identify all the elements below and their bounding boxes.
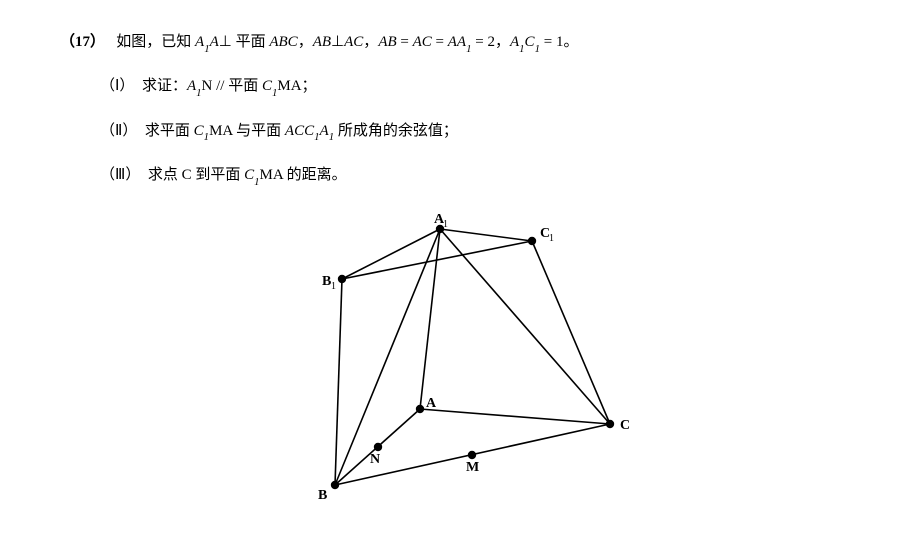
sym-A2: A [210,34,219,50]
eq1: = [397,34,413,50]
p1-a: 求证： [142,78,187,94]
edge-A1-C1 [440,229,532,241]
eq4: = [540,34,556,50]
stem-mid3: ⊥ [331,34,344,50]
p1-sub2: 1 [272,87,277,99]
part-2: （Ⅱ） 求平面 C1MA 与平面 ACC1A1 所成角的余弦值； [60,119,843,145]
edge-B1-B [335,279,342,485]
p2-mid: ACC [285,123,314,139]
sym-eqsub3: 1 [535,43,540,55]
sym-A: A [195,34,204,50]
edge-A1-B [335,229,440,485]
edge-C1-C [532,241,610,424]
label-A: A [426,396,437,411]
stem-mid2: ， [298,34,313,50]
p2-num: （Ⅱ） [100,123,137,139]
p1-b: N // 平面 [202,78,262,94]
sym-sub1: 1 [204,43,209,55]
p2-c: 所成角的余弦值； [334,123,458,139]
point-C [606,420,614,428]
sym-AB: AB [313,34,331,50]
label-B1: B [322,274,331,289]
period: 。 [563,34,578,50]
p2-sub2: 1 [314,131,319,143]
point-N [374,443,382,451]
sym-eq4: A [510,34,519,50]
edge-A1-A [420,229,440,409]
sym-AC: AC [344,34,363,50]
sym-eq1: AB [378,34,396,50]
sym-ABC: ABC [269,34,297,50]
val1: 2 [487,34,495,50]
p3-a: 求点 C 到平面 [148,167,244,183]
p3-C: C [244,167,254,183]
sym-eq2: AC [413,34,432,50]
p3-sub: 1 [254,176,259,188]
edge-A1-B1 [342,229,440,279]
part-1: （Ⅰ） 求证：A1N // 平面 C1MA； [60,74,843,100]
problem-stem: （17） 如图，已知 A1A⊥ 平面 ABC，AB⊥AC，AB = AC = A… [60,30,843,56]
eq2: = [432,34,448,50]
comma: ， [495,34,510,50]
p2-C: C [194,123,204,139]
p3-b: MA 的距离。 [260,167,347,183]
point-B1 [338,275,346,283]
p1-A: A [187,78,196,94]
label-C: C [620,418,630,433]
label-A1-sub: 1 [443,219,448,230]
stem-text: 如图，已知 [116,34,195,50]
geometry-figure: ABCNMA1B1C1 [230,207,843,507]
point-M [468,451,476,459]
sym-eq3: AA [448,34,466,50]
label-N: N [370,452,380,467]
p1-C: C [262,78,272,94]
problem-number: （17） [60,34,105,50]
p1-num: （Ⅰ） [100,78,134,94]
p2-sub: 1 [204,131,209,143]
figure-svg: ABCNMA1B1C1 [230,207,660,507]
part-3: （Ⅲ） 求点 C 到平面 C1MA 的距离。 [60,163,843,189]
label-B1-sub: 1 [331,281,336,292]
edge-A1-C [440,229,610,424]
point-B [331,481,339,489]
sym-eq5: C [525,34,535,50]
p2-A: A [320,123,329,139]
p2-b: MA 与平面 [209,123,285,139]
point-A [416,405,424,413]
p2-sub3: 1 [329,131,334,143]
p1-sub: 1 [196,87,201,99]
stem-mid1: ⊥ 平面 [219,34,270,50]
stem-mid4: ， [363,34,378,50]
label-M: M [466,460,479,475]
sym-eqsub2: 1 [519,43,524,55]
p3-num: （Ⅲ） [100,167,140,183]
p1-c: MA； [277,78,316,94]
eq3: = [471,34,487,50]
label-B: B [318,488,327,503]
point-C1 [528,237,536,245]
edge-A-C [420,409,610,424]
p2-a: 求平面 [145,123,194,139]
sym-eqsub: 1 [466,43,471,55]
label-C1-sub: 1 [549,233,554,244]
